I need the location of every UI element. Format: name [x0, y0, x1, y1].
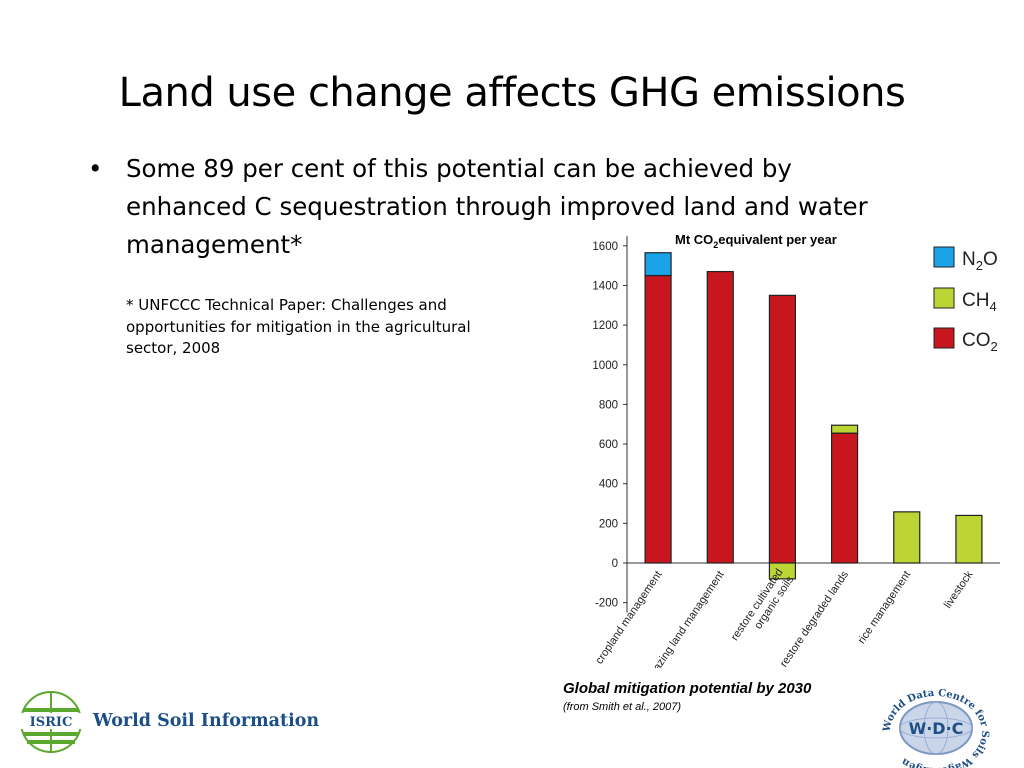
legend-label-n2o: N2O: [962, 249, 998, 273]
chart-caption: Global mitigation potential by 2030: [563, 680, 812, 697]
legend-swatch-ch4: [933, 287, 955, 309]
bar-ch4-5: [893, 511, 921, 564]
legend-label-part: 2: [991, 339, 998, 354]
y-tick-label: 600: [599, 439, 618, 451]
isric-logo-abbr: ISRIC: [30, 715, 73, 730]
bar-ch4-4: [830, 424, 859, 434]
bullet-symbol: •: [88, 154, 103, 183]
legend-label-ch4: CH4: [962, 290, 997, 314]
chart-title-part: equivalent per year: [718, 232, 837, 247]
legend-label-part: 2: [976, 258, 983, 273]
isric-wordmark: World Soil Information: [93, 711, 320, 731]
y-tick-label: -200: [595, 598, 618, 610]
x-tick-label: cropland management: [593, 569, 664, 666]
legend-label-part: O: [983, 249, 998, 270]
legend-label-part: CO: [962, 330, 991, 351]
x-tick-label: restore cultivatedorganic soils: [729, 566, 797, 650]
bar-co2-2: [706, 270, 734, 564]
footnote: * UNFCCC Technical Paper: Challenges and…: [126, 296, 471, 357]
slide-title: Land use change affects GHG emissions: [118, 70, 906, 116]
legend-label-co2: CO2: [962, 330, 998, 354]
bar-ch4-3: [768, 562, 797, 580]
chart-title: Mt CO2equivalent per year: [675, 232, 837, 250]
bar-co2-4: [830, 432, 859, 564]
mitigation-bar-chart: -200 0 200 400 600 800 1000 1200 1400 1600 croplan…: [592, 232, 1000, 668]
y-tick-label: 1600: [592, 241, 618, 253]
bar-co2-3: [768, 294, 797, 564]
bar-n2o-1: [644, 252, 672, 277]
legend-swatch-co2: [933, 327, 955, 349]
y-tick-label: 800: [599, 399, 618, 411]
x-tick-label: rice management: [856, 569, 913, 646]
bar-co2-1: [644, 274, 672, 564]
chart-title-part: 2: [713, 240, 718, 250]
legend-label-part: N: [962, 249, 976, 270]
y-tick-label: 1400: [592, 280, 618, 292]
legend-swatch-n2o: [933, 246, 955, 268]
wdc-logo-icon: World Data Centre for Soils Wageningen W…: [881, 688, 990, 768]
x-tick-label-line: rice management: [856, 569, 913, 646]
wdc-logo-abbr: W·D·C: [909, 719, 964, 738]
legend-label-part: 4: [989, 299, 996, 314]
bar-ch4-6: [955, 514, 983, 564]
chart-title-part: Mt CO: [675, 232, 713, 247]
y-tick-label: 400: [599, 479, 618, 491]
isric-logo-icon: ISRIC: [19, 691, 83, 753]
y-tick-label: 200: [599, 518, 618, 530]
y-tick-label: 1200: [592, 320, 618, 332]
x-tick-label-line: livestock: [942, 569, 976, 611]
chart-source: (from Smith et al., 2007): [563, 701, 681, 713]
y-tick-label: 1000: [592, 360, 618, 372]
x-tick-label-line: cropland management: [593, 569, 664, 666]
x-tick-label: livestock: [942, 569, 976, 611]
bullet-text: Some 89 per cent of this potential can b…: [126, 154, 868, 259]
legend-label-part: CH: [962, 290, 989, 311]
y-tick-label: 0: [612, 558, 618, 570]
